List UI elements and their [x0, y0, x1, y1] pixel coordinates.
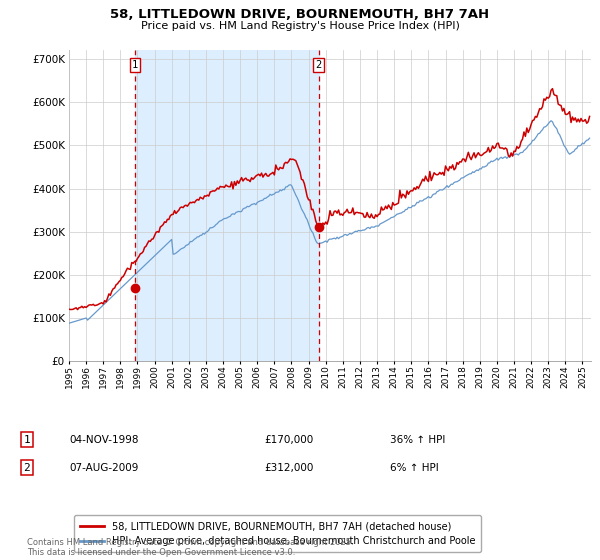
Text: 1: 1	[23, 435, 31, 445]
Text: £170,000: £170,000	[264, 435, 313, 445]
Text: 1: 1	[131, 60, 138, 70]
Text: Contains HM Land Registry data © Crown copyright and database right 2025.
This d: Contains HM Land Registry data © Crown c…	[27, 538, 353, 557]
Bar	[135, 50, 319, 361]
Text: £312,000: £312,000	[264, 463, 313, 473]
Legend: 58, LITTLEDOWN DRIVE, BOURNEMOUTH, BH7 7AH (detached house), HPI: Average price,: 58, LITTLEDOWN DRIVE, BOURNEMOUTH, BH7 7…	[74, 515, 481, 552]
Text: 2: 2	[316, 60, 322, 70]
Text: 07-AUG-2009: 07-AUG-2009	[69, 463, 139, 473]
Text: Price paid vs. HM Land Registry's House Price Index (HPI): Price paid vs. HM Land Registry's House …	[140, 21, 460, 31]
Text: 6% ↑ HPI: 6% ↑ HPI	[390, 463, 439, 473]
Text: 36% ↑ HPI: 36% ↑ HPI	[390, 435, 445, 445]
Text: 58, LITTLEDOWN DRIVE, BOURNEMOUTH, BH7 7AH: 58, LITTLEDOWN DRIVE, BOURNEMOUTH, BH7 7…	[110, 8, 490, 21]
Text: 04-NOV-1998: 04-NOV-1998	[69, 435, 139, 445]
Text: 2: 2	[23, 463, 31, 473]
